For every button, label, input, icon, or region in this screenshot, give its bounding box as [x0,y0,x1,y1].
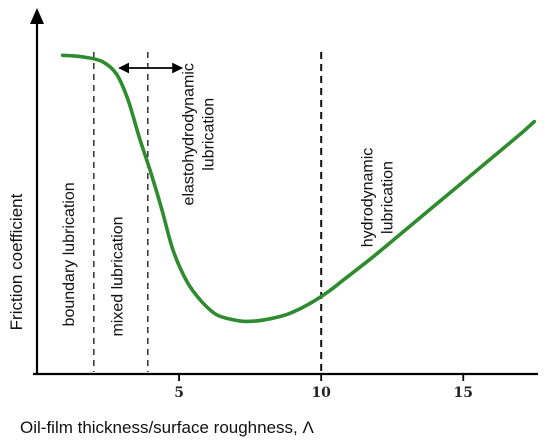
x-axis-title: Oil-film thickness/surface roughness, Λ [20,418,314,437]
annotation-1: mixed lubrication [109,216,126,336]
axes [30,8,538,376]
y-axis-arrowhead [30,8,44,24]
curve-layer [60,53,537,324]
annotation-2: elastohydrodynamic lubrication [180,63,217,205]
regime-annotations: boundary lubrication mixed lubrication ela… [61,63,396,336]
friction-curve-series-0 [60,53,537,324]
annotation-3-line-0: hydrodynamic [359,148,376,248]
annotation-1-line-0: mixed lubrication [109,216,126,336]
annotation-3: hydrodynamic lubrication [359,148,396,248]
x-tick-label-2: 15 [454,385,473,401]
annotation-2-line-1: lubrication [200,98,217,171]
annotation-3-line-1: lubrication [379,161,396,234]
annotation-0: boundary lubrication [61,182,78,326]
y-axis-title: Friction coefficient [7,193,26,330]
annotation-2-line-0: elastohydrodynamic [180,63,197,205]
annotation-0-line-0: boundary lubrication [61,182,78,326]
regime-dividers [93,52,323,372]
x-tick-label-1: 10 [311,385,331,401]
x-tick-label-0: 5 [174,385,184,401]
x-ticks: 5 10 15 [174,374,473,401]
